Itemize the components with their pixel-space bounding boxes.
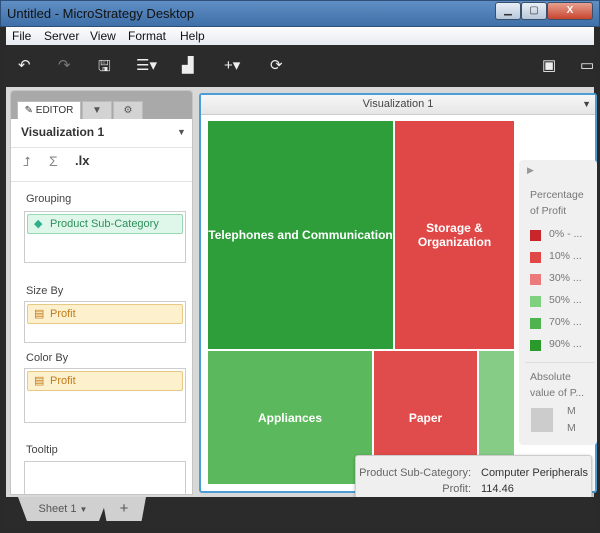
tooltip-value: 114.46 [481, 483, 514, 495]
add-sheet-button[interactable]: + [102, 497, 146, 521]
grouping-dropzone[interactable]: ◆ Product Sub-Category [24, 211, 186, 263]
insert-icon[interactable]: +▾ [224, 57, 241, 74]
attribute-icon: ◆ [34, 218, 43, 230]
toolbar: ↶ ↷ 🖫 ☰▾ ▟ +▾ ⟳ ▣ ▭ [6, 45, 594, 87]
tooltip-key: Profit: [442, 483, 471, 495]
color-by-dropzone[interactable]: ▤ Profit [24, 368, 186, 423]
legend-swatch [530, 296, 541, 307]
metric-icon: ▤ [34, 308, 45, 320]
sheet-tab-bar: Sheet 1 ▼ + [6, 497, 594, 527]
menu-view[interactable]: View [90, 29, 116, 43]
metric-icon: ▤ [34, 375, 45, 387]
legend-swatch [530, 252, 541, 263]
presentation-mode-icon[interactable]: ▭ [580, 57, 595, 74]
chevron-down-icon[interactable]: ▼ [177, 127, 186, 137]
chevron-down-icon[interactable]: ▼ [582, 99, 591, 109]
minimize-button[interactable]: ▁ [495, 2, 521, 20]
tooltip-key: Product Sub-Category: [359, 467, 471, 479]
treemap-cell[interactable]: Telephones and Communication [207, 120, 394, 350]
menu-format[interactable]: Format [128, 29, 167, 43]
legend: ▶ Percentage of Profit 0% - ... 10% ... 30… [519, 160, 597, 445]
size-by-item[interactable]: ▤ Profit [27, 304, 183, 324]
refresh-icon[interactable]: ⟳ [270, 57, 283, 74]
redo-icon[interactable]: ↷ [58, 57, 71, 74]
tooltip-dropzone[interactable] [24, 461, 186, 494]
legend-label: 90% ... [549, 338, 582, 350]
color-by-item[interactable]: ▤ Profit [27, 371, 183, 391]
size-legend-title: Absolute value of P... [530, 371, 585, 399]
legend-title: Percentage of Profit [530, 189, 584, 217]
tab-editor[interactable]: ✎ EDITOR [17, 101, 81, 119]
close-button[interactable]: X [547, 2, 593, 20]
visualization-title: Visualization 1 [21, 125, 105, 139]
undo-icon[interactable]: ↶ [18, 57, 31, 74]
visualization-header[interactable]: Visualization 1 ▼ [201, 95, 595, 115]
legend-label: 0% - ... [549, 228, 583, 240]
save-icon[interactable]: 🖫 [98, 58, 111, 75]
tooltip-value: Computer Peripherals [481, 467, 588, 479]
editor-panel: ✎ EDITOR ▼ ⚙ Visualization 1 ▼ ⮥ Σ .lx G… [10, 90, 193, 495]
size-legend-swatch [531, 408, 553, 432]
metric-chart-icon[interactable]: .lx [75, 153, 90, 168]
add-visualization-icon[interactable]: ▟ [182, 57, 194, 74]
grouping-label: Grouping [26, 193, 72, 205]
size-legend-max: M [567, 405, 576, 417]
legend-swatch [530, 318, 541, 329]
menu-server[interactable]: Server [44, 29, 80, 43]
menu-file[interactable]: File [12, 29, 32, 43]
size-by-label: Size By [26, 285, 64, 297]
menu-help[interactable]: Help [180, 29, 205, 43]
size-legend-min: M [567, 422, 576, 434]
color-by-label: Color By [26, 352, 69, 364]
gear-icon: ⚙ [123, 105, 133, 116]
treemap-cell[interactable]: Storage & Organization [394, 120, 515, 350]
collapse-legend-icon[interactable]: ▶ [527, 165, 534, 175]
legend-label: 10% ... [549, 250, 582, 262]
tab-filter[interactable]: ▼ [82, 101, 112, 119]
menu-bar: File Server View Format Help [6, 27, 594, 45]
legend-label: 50% ... [549, 294, 582, 306]
filter-icon: ▼ [92, 105, 102, 116]
legend-label: 30% ... [549, 272, 582, 284]
maximize-button[interactable]: ▢ [521, 2, 547, 20]
legend-label: 70% ... [549, 316, 582, 328]
swap-icon[interactable]: ⮥ [23, 154, 31, 169]
grouping-item[interactable]: ◆ Product Sub-Category [27, 214, 183, 234]
sigma-icon[interactable]: Σ [49, 153, 58, 169]
pencil-icon: ✎ [24, 105, 36, 116]
add-data-icon[interactable]: ☰▾ [136, 57, 157, 74]
legend-swatch [530, 274, 541, 285]
title-bar: Untitled - MicroStrategy Desktop ▁ ▢ X [0, 0, 600, 27]
tab-properties[interactable]: ⚙ [113, 101, 143, 119]
tooltip: Product Sub-Category: Computer Periphera… [355, 455, 592, 500]
sheet-tab[interactable]: Sheet 1 ▼ [18, 497, 108, 521]
present-icon[interactable]: ▣ [542, 57, 557, 74]
legend-swatch [530, 230, 541, 241]
tooltip-label: Tooltip [26, 444, 58, 456]
chevron-down-icon[interactable]: ▼ [79, 505, 88, 514]
treemap-cell[interactable]: Appliances [207, 350, 373, 485]
window-title: Untitled - MicroStrategy Desktop [7, 6, 195, 21]
legend-swatch [530, 340, 541, 351]
size-by-dropzone[interactable]: ▤ Profit [24, 301, 186, 343]
